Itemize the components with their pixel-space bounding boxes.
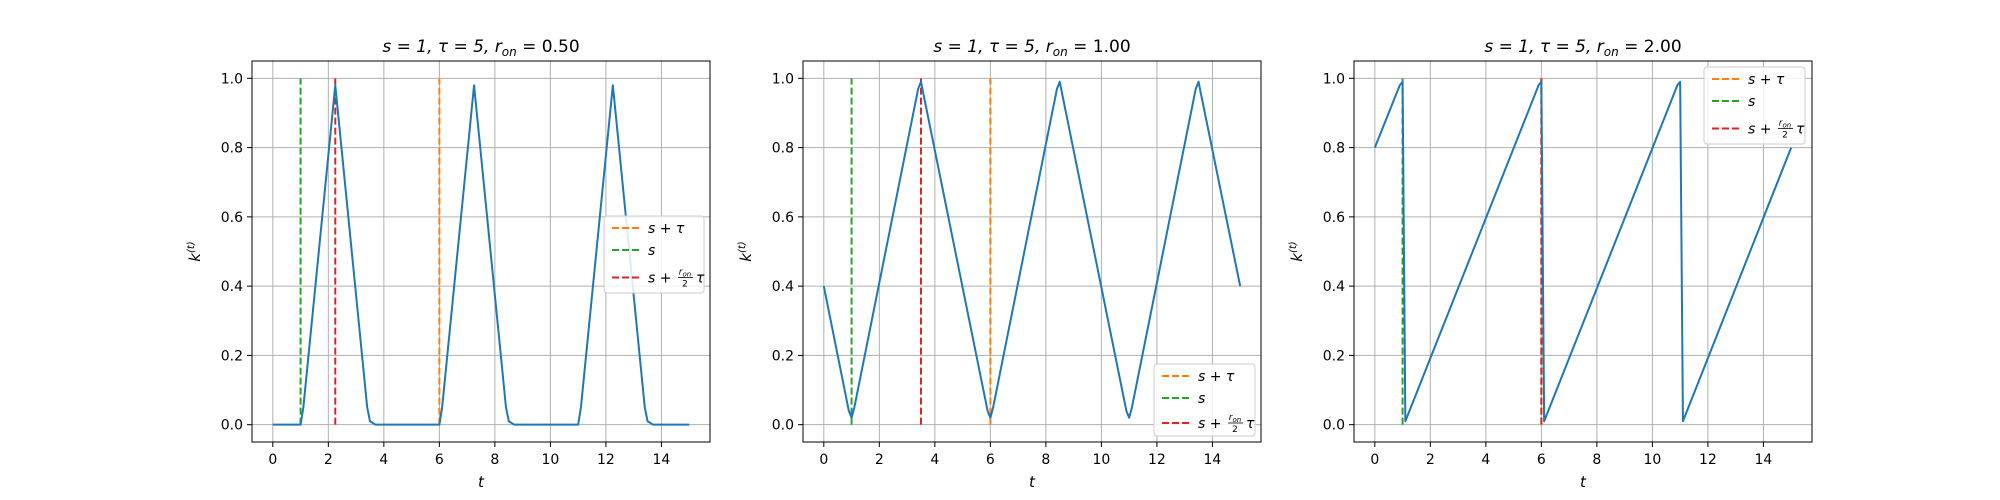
legend-fraction-denominator: 2 bbox=[1232, 425, 1238, 435]
legend-tau: τ bbox=[1796, 122, 1805, 138]
legend-tau: τ bbox=[1246, 416, 1255, 432]
x-tick-label: 12 bbox=[1699, 452, 1717, 468]
chart-title: s = 1, τ = 5, ron = 1.00 bbox=[933, 37, 1130, 59]
y-tick-label: 1.0 bbox=[1323, 71, 1345, 87]
y-tick-label: 0.0 bbox=[221, 418, 243, 434]
legend-label-s-plus-tau: s + τ bbox=[1748, 72, 1785, 88]
y-tick-label: 0.0 bbox=[1323, 418, 1345, 434]
legend-label-s-plus-ron-tau: s + bbox=[1198, 416, 1221, 432]
x-tick-label: 14 bbox=[1204, 452, 1222, 468]
y-tick-label: 0.4 bbox=[221, 279, 243, 295]
legend-box bbox=[1703, 66, 1806, 145]
legend-label-s-plus-tau: s + τ bbox=[1198, 369, 1235, 385]
y-tick-label: 0.4 bbox=[1323, 279, 1345, 295]
chart-title: s = 1, τ = 5, ron = 2.00 bbox=[1484, 37, 1681, 59]
x-tick-label: 6 bbox=[435, 452, 444, 468]
x-tick-label: 8 bbox=[490, 452, 499, 468]
x-axis-label: t bbox=[1029, 473, 1036, 491]
x-tick-label: 4 bbox=[930, 452, 939, 468]
legend-label-s: s bbox=[1748, 94, 1755, 110]
x-tick-label: 6 bbox=[986, 452, 995, 468]
x-tick-label: 14 bbox=[653, 452, 671, 468]
legend-label-s-plus-ron-tau: s + bbox=[648, 271, 671, 287]
y-tick-label: 0.2 bbox=[772, 348, 794, 364]
y-tick-label: 1.0 bbox=[221, 71, 243, 87]
subplot-1: 0 2 4 6 8 10 12 14 0.0 0.2 0.4 0.6 0.8 1.0 s = 1, τ = … bbox=[186, 37, 711, 491]
x-tick-label: 4 bbox=[1481, 452, 1490, 468]
x-tick-label: 8 bbox=[1041, 452, 1050, 468]
x-tick-label: 0 bbox=[268, 452, 277, 468]
x-axis-label: t bbox=[478, 473, 485, 491]
axes-frame bbox=[1353, 60, 1813, 443]
legend-fraction-denominator: 2 bbox=[1782, 131, 1788, 141]
series-line-1 bbox=[822, 80, 1242, 419]
x-tick-label: 2 bbox=[875, 452, 884, 468]
x-tick-label: 10 bbox=[1643, 452, 1661, 468]
y-tick-label: 0.8 bbox=[772, 141, 794, 157]
y-tick-label: 0.6 bbox=[221, 210, 243, 226]
subplot-2: 0 2 4 6 8 10 12 14 0.0 0.2 0.4 0.6 0.8 1.0 s = 1, τ = … bbox=[737, 37, 1262, 491]
x-tick-label: 10 bbox=[541, 452, 559, 468]
y-axis-label: k(t) bbox=[1288, 241, 1306, 261]
x-tick-label: 14 bbox=[1755, 452, 1773, 468]
legend-tau: τ bbox=[696, 271, 705, 287]
legend-label-s-plus-ron-tau: s + bbox=[1748, 122, 1771, 138]
x-tick-label: 12 bbox=[597, 452, 615, 468]
y-tick-label: 1.0 bbox=[772, 71, 794, 87]
legend-label-s: s bbox=[648, 243, 655, 259]
legend-label-s: s bbox=[1198, 391, 1205, 407]
x-tick-label: 8 bbox=[1592, 452, 1601, 468]
legend-label-s-plus-tau: s + τ bbox=[648, 221, 685, 237]
series-line-1 bbox=[272, 84, 690, 426]
x-tick-label: 6 bbox=[1537, 452, 1546, 468]
y-tick-label: 0.0 bbox=[772, 418, 794, 434]
series-line-1 bbox=[1373, 80, 1793, 423]
x-tick-label: 2 bbox=[1426, 452, 1435, 468]
y-tick-label: 0.8 bbox=[221, 141, 243, 157]
axes-frame bbox=[802, 60, 1262, 443]
y-axis-label: k(t) bbox=[737, 241, 755, 261]
axes-frame bbox=[251, 60, 711, 443]
y-tick-label: 0.2 bbox=[1323, 348, 1345, 364]
y-tick-label: 0.6 bbox=[1323, 210, 1345, 226]
legend-fraction-numerator: ron bbox=[1229, 413, 1241, 424]
subplot-3: 0 2 4 6 8 10 12 14 0.0 0.2 0.4 0.6 0.8 1.0 s = 1, τ = … bbox=[1288, 37, 1813, 491]
x-tick-label: 10 bbox=[1092, 452, 1110, 468]
y-tick-label: 0.6 bbox=[772, 210, 794, 226]
x-tick-label: 12 bbox=[1148, 452, 1166, 468]
y-tick-label: 0.4 bbox=[772, 279, 794, 295]
chart-title: s = 1, τ = 5, ron = 0.50 bbox=[382, 37, 579, 59]
x-tick-label: 4 bbox=[379, 452, 388, 468]
legend-fraction-numerator: ron bbox=[1779, 119, 1791, 130]
x-tick-label: 2 bbox=[324, 452, 333, 468]
x-tick-label: 0 bbox=[819, 452, 828, 468]
x-axis-label: t bbox=[1580, 473, 1587, 491]
x-tick-label: 0 bbox=[1370, 452, 1379, 468]
legend-fraction-numerator: ron bbox=[679, 268, 691, 279]
legend-box bbox=[1153, 363, 1256, 437]
y-tick-label: 0.8 bbox=[1323, 141, 1345, 157]
y-axis-label: k(t) bbox=[186, 241, 204, 261]
y-tick-label: 0.2 bbox=[221, 348, 243, 364]
legend-fraction-denominator: 2 bbox=[682, 280, 688, 290]
legend-box bbox=[603, 215, 705, 294]
